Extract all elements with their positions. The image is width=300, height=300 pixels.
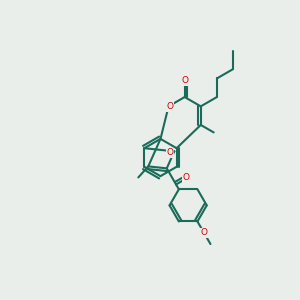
Text: O: O	[167, 102, 174, 111]
Text: O: O	[166, 148, 173, 157]
Text: O: O	[182, 173, 189, 182]
Text: O: O	[200, 228, 208, 237]
Text: O: O	[181, 76, 188, 85]
